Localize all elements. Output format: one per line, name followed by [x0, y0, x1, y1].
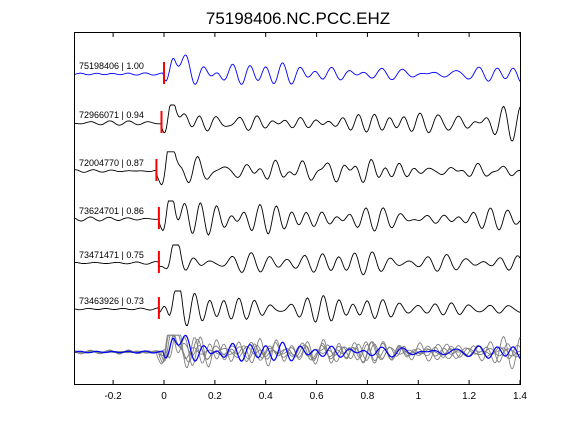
x-tick-label-2: 0.2 [208, 391, 222, 402]
trace-line-75198406 [74, 54, 521, 85]
chart-title: 75198406.NC.PCC.EHZ [206, 9, 390, 28]
x-tick-label-6: 1 [416, 391, 422, 402]
x-tick-label-5: 0.8 [360, 391, 374, 402]
x-axis-ticks: -0.2 0 0.2 0.4 0.6 0.8 1 1.2 1.4 [104, 33, 527, 402]
x-tick-label-4: 0.6 [310, 391, 324, 402]
plot-area-frame [74, 32, 521, 385]
trace-label-72966071: 72966071 | 0.94 [79, 110, 144, 120]
overlay-trace-reference [74, 334, 521, 362]
trace-labels-layer: 75198406 | 1.00 72966071 | 0.94 72004770 |… [79, 61, 144, 306]
trace-line-73463926 [74, 290, 521, 326]
pick-markers-layer [155, 62, 165, 319]
trace-line-72966071 [74, 104, 521, 142]
trace-line-73471471 [74, 244, 521, 276]
x-tick-label-1: 0 [161, 391, 167, 402]
traces-layer [74, 54, 521, 370]
x-tick-label-0: -0.2 [104, 391, 122, 402]
trace-line-73624701 [74, 200, 521, 236]
x-tick-label-3: 0.4 [259, 391, 273, 402]
trace-line-72004770 [74, 151, 521, 186]
trace-label-75198406: 75198406 | 1.00 [79, 61, 144, 71]
trace-label-72004770: 72004770 | 0.87 [79, 158, 144, 168]
trace-label-73624701: 73624701 | 0.86 [79, 206, 144, 216]
trace-label-73471471: 73471471 | 0.75 [79, 250, 144, 260]
x-tick-label-7: 1.2 [462, 391, 476, 402]
x-tick-label-8: 1.4 [513, 391, 527, 402]
trace-label-73463926: 73463926 | 0.73 [79, 296, 144, 306]
